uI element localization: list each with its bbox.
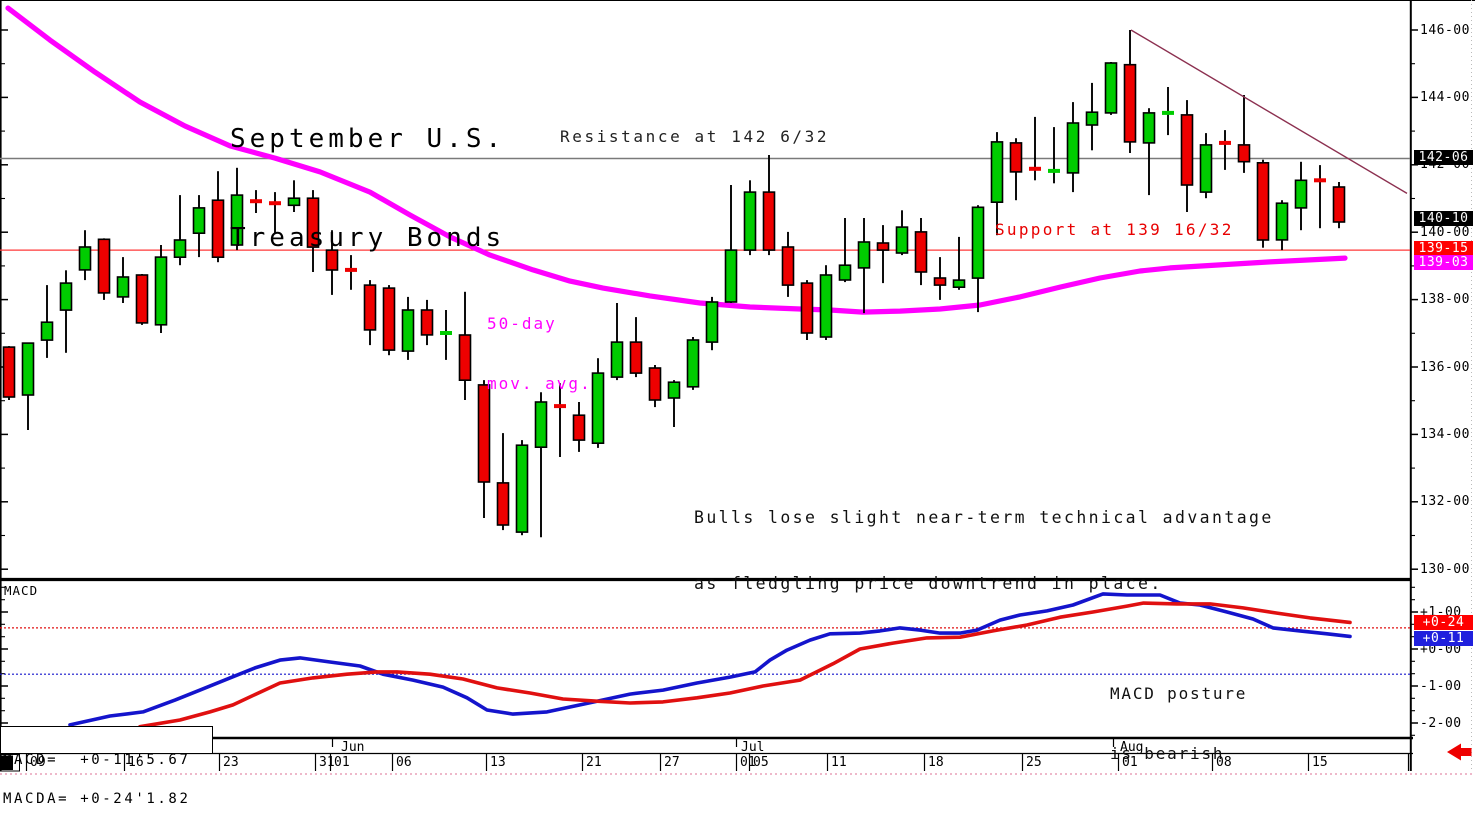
price-tick-label: 130-00 — [1420, 561, 1470, 577]
moving-average-annotation-line2: mov. avg. — [487, 374, 592, 393]
day-label: 09 — [30, 755, 46, 770]
price-tick-label: 144-00 — [1420, 89, 1470, 105]
chart-title-line1: September U.S. — [230, 124, 506, 154]
macd-tick-label: -1-00 — [1420, 678, 1462, 694]
day-label: 11 — [831, 755, 847, 770]
month-label: Aug — [1120, 740, 1144, 755]
day-label: 23 — [223, 755, 239, 770]
price-badge: +0-11 — [1414, 630, 1473, 646]
macd-tick-label: -2-00 — [1420, 715, 1462, 731]
day-label: 25 — [1026, 755, 1042, 770]
month-label: Jun — [341, 740, 365, 755]
price-tick-label: 136-00 — [1420, 359, 1470, 375]
day-label: 01 — [740, 755, 756, 770]
price-macd-chart — [0, 0, 1475, 775]
day-label: 01 — [334, 755, 350, 770]
moving-average-annotation: 50-day mov. avg. — [487, 274, 592, 414]
day-label: 01 — [1122, 755, 1138, 770]
macd-readout-line2: MACDA= +0-24'1.82 — [3, 791, 191, 807]
day-label: 27 — [664, 755, 680, 770]
day-label: 16 — [128, 755, 144, 770]
macd-readout-box: MACD= +0-11'5.67 MACDA= +0-24'1.82 — [0, 726, 213, 806]
moving-average-annotation-line1: 50-day — [487, 314, 557, 333]
price-badge: 139-15 — [1414, 240, 1473, 256]
chart-title: September U.S. Treasury Bonds — [230, 57, 505, 288]
market-commentary: Bulls lose slight near-term technical ad… — [694, 463, 1274, 617]
macd-posture-annotation-line2: is bearish — [1110, 744, 1225, 763]
price-badge: 142-06 — [1414, 149, 1473, 165]
macd-posture-annotation-line1: MACD posture — [1110, 684, 1248, 703]
market-commentary-line2: as fledgling price downtrend in place. — [694, 574, 1163, 593]
day-label: 18 — [928, 755, 944, 770]
macd-panel-label: MACD — [4, 583, 39, 598]
price-tick-label: 140-00 — [1420, 224, 1470, 240]
price-tick-label: 138-00 — [1420, 292, 1470, 308]
day-label: 15 — [1312, 755, 1328, 770]
price-tick-label: 134-00 — [1420, 426, 1470, 442]
market-commentary-line1: Bulls lose slight near-term technical ad… — [694, 508, 1274, 527]
chart-title-line2: Treasury Bonds — [230, 223, 506, 253]
day-label: 05 — [753, 755, 769, 770]
price-badge: 139-03 — [1414, 254, 1473, 270]
support-annotation: Support at 139 16/32 — [995, 220, 1234, 239]
price-tick-label: 132-00 — [1420, 494, 1470, 510]
price-tick-label: 146-00 — [1420, 22, 1470, 38]
macd-readout-line1: MACD= +0-11'5.67 — [3, 752, 191, 768]
day-label: 08 — [1216, 755, 1232, 770]
month-label: Jul — [741, 740, 765, 755]
day-label: 31 — [319, 755, 335, 770]
price-badge: +0-24 — [1414, 614, 1473, 630]
price-badge: 140-10 — [1414, 210, 1473, 226]
day-label: 21 — [586, 755, 602, 770]
macd-posture-annotation: MACD posture is bearish — [1110, 644, 1247, 784]
resistance-annotation: Resistance at 142 6/32 — [560, 127, 830, 146]
day-label: 13 — [490, 755, 506, 770]
day-label: 06 — [396, 755, 412, 770]
